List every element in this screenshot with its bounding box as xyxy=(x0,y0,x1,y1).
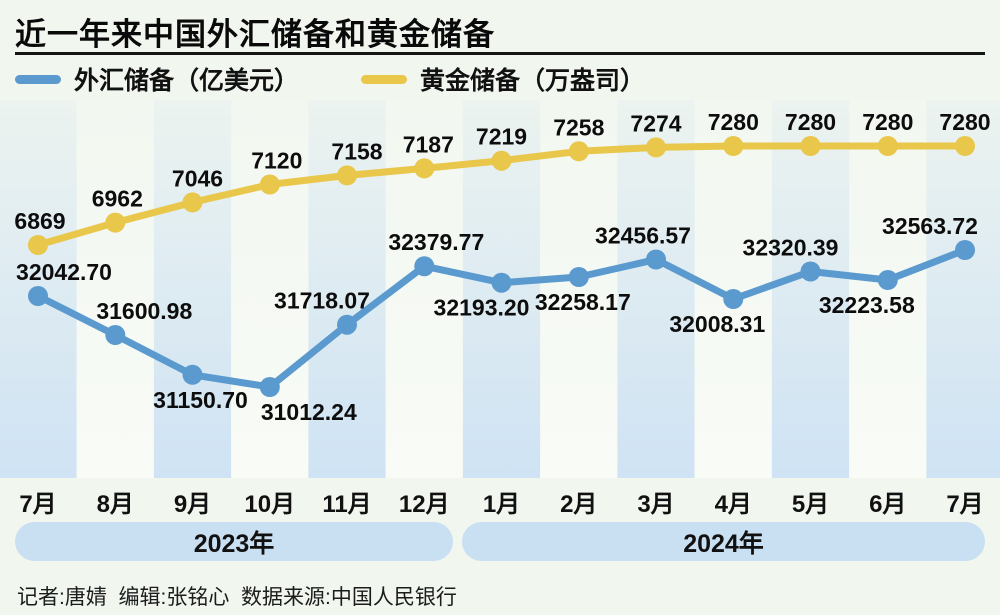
column-stripe xyxy=(231,100,309,478)
legend-item-gold: 黄金储备（万盎司） xyxy=(361,61,645,97)
gold-point-marker xyxy=(28,235,48,255)
data-labels-layer: 6869 6962 7046 7120 7158 7187 7219 7258 7274 7280… xyxy=(14,109,990,425)
data-point-label: 7280 xyxy=(862,109,913,135)
x-axis-label: 10月 xyxy=(244,491,296,518)
gold-point-marker xyxy=(646,137,666,158)
data-point-label: 6869 xyxy=(14,208,65,234)
credits: 记者:唐婧 编辑:张铭心 数据来源:中国人民银行 xyxy=(17,586,457,609)
series-layer xyxy=(28,136,975,397)
gold-point-marker xyxy=(337,165,357,186)
column-stripe xyxy=(617,100,695,478)
gold-point-marker xyxy=(955,136,975,156)
year-band-2023: 2023年 xyxy=(15,522,453,561)
data-point-label: 31718.07 xyxy=(274,288,370,314)
column-stripes xyxy=(0,100,1000,478)
data-point-label: 31012.24 xyxy=(261,399,357,425)
forex-point-marker xyxy=(28,286,48,306)
data-point-label: 7280 xyxy=(708,109,759,135)
data-point-label: 7274 xyxy=(630,110,681,136)
gold-point-marker xyxy=(105,212,126,233)
x-axis-label: 5月 xyxy=(791,491,830,518)
x-axis-label: 6月 xyxy=(869,491,907,518)
data-point-label: 32223.58 xyxy=(819,292,915,318)
forex-point-marker xyxy=(491,272,512,293)
forex-point-marker xyxy=(646,249,666,270)
data-point-label: 7219 xyxy=(476,124,527,150)
column-stripe xyxy=(153,100,232,478)
data-point-label: 7280 xyxy=(939,109,990,135)
column-stripe xyxy=(540,100,618,478)
gold-point-marker xyxy=(723,136,744,156)
column-stripe xyxy=(76,100,154,478)
data-point-label: 32563.72 xyxy=(882,213,978,239)
data-point-label: 7120 xyxy=(251,148,302,174)
data-point-label: 31600.98 xyxy=(96,298,192,324)
data-point-label: 32456.57 xyxy=(595,223,691,249)
gold-point-marker xyxy=(877,136,898,156)
x-axis-label: 12月 xyxy=(398,491,450,518)
gold-point-marker xyxy=(182,192,203,213)
gold-point-marker xyxy=(259,174,280,195)
x-axis-label: 3月 xyxy=(637,491,675,518)
data-point-label: 7280 xyxy=(785,109,836,135)
legend: 外汇储备（亿美元） 黄金储备（万盎司） xyxy=(15,63,707,95)
forex-point-marker xyxy=(955,240,975,260)
x-axis-label: 7月 xyxy=(19,491,57,518)
forex-point-marker xyxy=(568,267,589,287)
forex-point-marker xyxy=(182,364,203,385)
year-band-2024: 2024年 xyxy=(462,522,985,561)
data-point-label: 32258.17 xyxy=(535,289,631,315)
column-stripe xyxy=(771,100,850,478)
chart-title: 近一年来中国外汇储备和黄金储备 xyxy=(15,17,495,52)
forex-point-marker xyxy=(105,325,126,345)
title-underline xyxy=(15,52,985,55)
x-axis-label: 8月 xyxy=(96,491,134,518)
forex-point-marker xyxy=(800,261,821,282)
data-point-label: 32008.31 xyxy=(669,311,765,337)
data-point-label: 32320.39 xyxy=(743,235,839,261)
gold-point-marker xyxy=(800,136,821,156)
forex-point-marker xyxy=(259,377,280,397)
x-axis-label: 11月 xyxy=(322,491,372,518)
data-point-label: 6962 xyxy=(92,186,143,212)
x-axis-label: 1月 xyxy=(482,491,521,518)
data-point-label: 7158 xyxy=(331,138,382,164)
forex-line-swatch-icon xyxy=(15,74,61,84)
x-axis-label: 9月 xyxy=(173,491,212,518)
forex-point-marker xyxy=(877,270,898,290)
data-point-label: 7258 xyxy=(553,114,604,140)
legend-label-forex: 外汇储备（亿美元） xyxy=(74,67,300,95)
x-axis-label: 7月 xyxy=(946,491,984,518)
x-axis-label: 4月 xyxy=(714,491,752,518)
data-point-label: 32042.70 xyxy=(16,259,112,285)
data-point-label: 7187 xyxy=(403,131,454,157)
gold-point-marker xyxy=(491,150,512,171)
data-point-label: 7046 xyxy=(172,165,223,191)
forex-point-marker xyxy=(723,289,744,309)
x-axis-label: 2月 xyxy=(560,491,598,518)
data-point-label: 31150.70 xyxy=(153,387,248,413)
data-point-label: 32379.77 xyxy=(388,229,484,255)
column-stripe xyxy=(308,100,386,478)
gold-line-swatch-icon xyxy=(361,74,408,84)
legend-label-gold: 黄金储备（万盎司） xyxy=(420,67,646,95)
gold-point-marker xyxy=(414,158,435,179)
column-stripe xyxy=(926,100,1000,478)
gold-point-marker xyxy=(568,141,589,162)
forex-point-marker xyxy=(414,256,435,277)
legend-item-forex: 外汇储备（亿美元） xyxy=(15,61,299,97)
data-point-label: 32193.20 xyxy=(434,295,530,321)
forex-point-marker xyxy=(337,314,357,335)
